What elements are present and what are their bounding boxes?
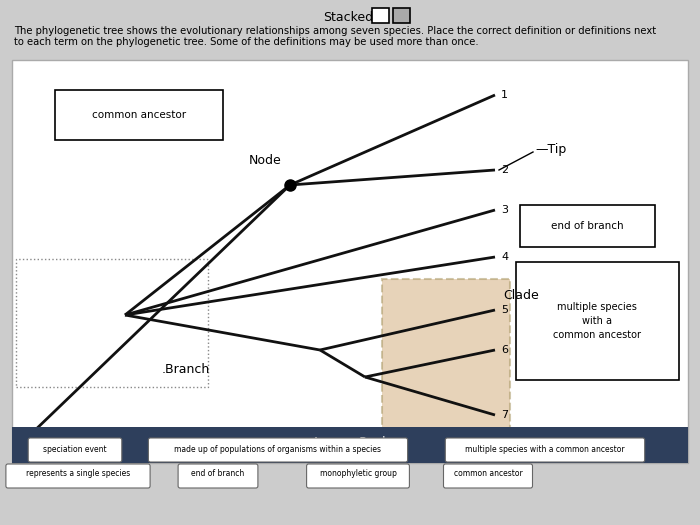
Bar — [520, 205, 655, 247]
Text: 2: 2 — [501, 165, 508, 175]
Text: 6: 6 — [501, 345, 508, 355]
Bar — [16, 259, 208, 387]
FancyBboxPatch shape — [307, 464, 410, 488]
FancyBboxPatch shape — [28, 438, 122, 462]
Text: made up of populations of organisms within a species: made up of populations of organisms with… — [174, 446, 382, 455]
Text: multiple species with a common ancestor: multiple species with a common ancestor — [466, 446, 625, 455]
Text: .Branch: .Branch — [162, 363, 210, 376]
Bar — [55, 90, 223, 140]
Bar — [372, 8, 389, 23]
Text: represents a single species: represents a single species — [26, 468, 130, 478]
Text: 5: 5 — [501, 305, 508, 315]
Bar — [393, 8, 410, 23]
Text: common ancestor: common ancestor — [454, 468, 522, 478]
Bar — [12, 60, 688, 463]
FancyBboxPatch shape — [444, 464, 533, 488]
Text: Stacked: Stacked — [323, 11, 373, 24]
Bar — [12, 427, 688, 463]
Text: Clade: Clade — [503, 289, 539, 302]
Text: 1: 1 — [501, 90, 508, 100]
Text: to each term on the phylogenetic tree. Some of the definitions may be used more : to each term on the phylogenetic tree. S… — [14, 37, 479, 47]
Text: speciation event: speciation event — [43, 446, 107, 455]
Text: —Tip: —Tip — [535, 143, 566, 156]
Text: Node: Node — [249, 154, 282, 167]
Text: The phylogenetic tree shows the evolutionary relationships among seven species. : The phylogenetic tree shows the evolutio… — [14, 26, 656, 36]
FancyBboxPatch shape — [178, 464, 258, 488]
FancyBboxPatch shape — [445, 438, 645, 462]
FancyBboxPatch shape — [6, 464, 150, 488]
Bar — [382, 279, 510, 437]
Text: monophyletic group: monophyletic group — [320, 468, 396, 478]
Text: 3: 3 — [501, 205, 508, 215]
Text: end of branch: end of branch — [191, 468, 244, 478]
Bar — [516, 262, 679, 380]
Text: end of branch: end of branch — [551, 221, 623, 231]
Text: Answer Bank: Answer Bank — [312, 436, 388, 449]
Text: 7: 7 — [501, 410, 508, 420]
Text: 4: 4 — [501, 252, 508, 262]
Text: common ancestor: common ancestor — [92, 110, 186, 120]
Text: multiple species
with a
common ancestor: multiple species with a common ancestor — [553, 302, 641, 340]
FancyBboxPatch shape — [148, 438, 407, 462]
